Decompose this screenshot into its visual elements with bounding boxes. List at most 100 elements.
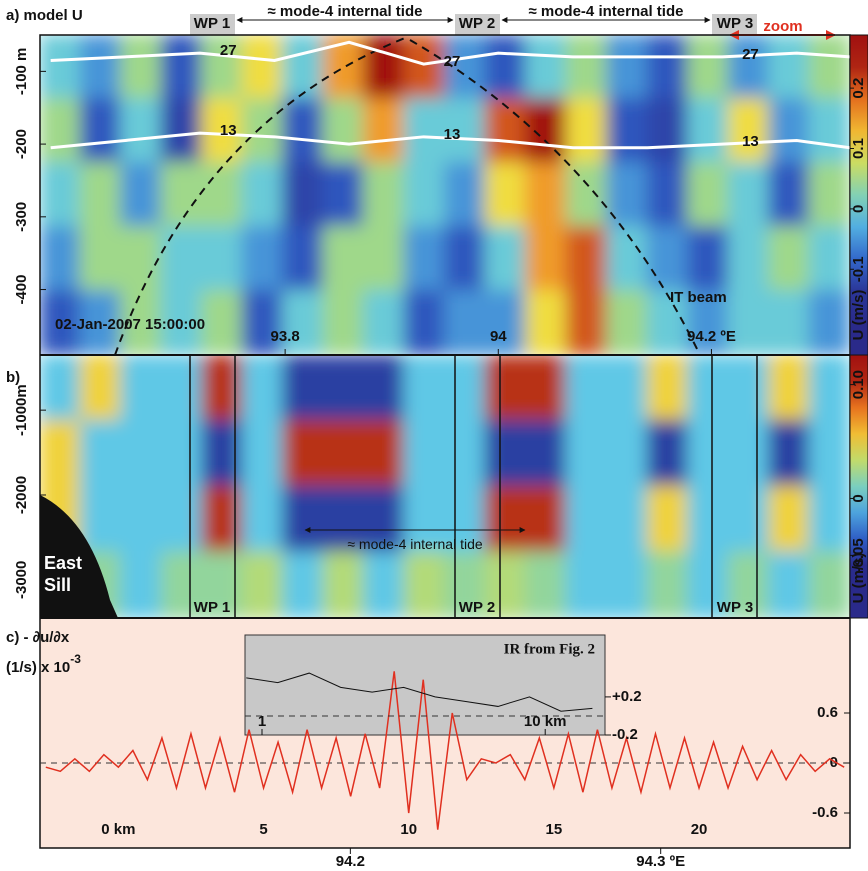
heat-cell bbox=[565, 419, 608, 488]
inset-x-tick-label: 1 bbox=[258, 713, 266, 730]
heat-cell bbox=[525, 551, 568, 618]
colorbar-tick-label: 0 bbox=[850, 494, 867, 502]
isopycnal-label: 13 bbox=[220, 122, 237, 139]
heat-cell bbox=[282, 162, 325, 228]
it-beam bbox=[114, 37, 406, 355]
heat-cell bbox=[606, 485, 649, 554]
heat-cell bbox=[120, 485, 163, 554]
heat-cell bbox=[727, 551, 770, 618]
heat-cell bbox=[282, 551, 325, 618]
heat-cell bbox=[120, 355, 163, 422]
heat-cell bbox=[322, 162, 365, 228]
heat-cell bbox=[565, 290, 608, 355]
inset-bg bbox=[244, 634, 606, 736]
mode-label: ≈ mode-4 internal tide bbox=[529, 3, 684, 20]
heat-cell bbox=[79, 98, 122, 164]
heat-cell bbox=[201, 355, 244, 422]
heat-cell bbox=[403, 290, 446, 355]
heat-cell bbox=[606, 355, 649, 422]
heat-cell bbox=[322, 419, 365, 488]
heat-cell bbox=[768, 355, 811, 422]
heat-cell bbox=[40, 162, 82, 228]
y-tick-label: -400 bbox=[13, 275, 30, 305]
panel-title: c) - ∂u/∂x bbox=[6, 629, 70, 646]
heat-cell bbox=[768, 98, 811, 164]
heat-cell bbox=[79, 355, 122, 422]
heat-cell bbox=[687, 162, 730, 228]
heat-cell bbox=[484, 485, 527, 554]
heat-cell bbox=[808, 551, 850, 618]
heat-cell bbox=[282, 419, 325, 488]
heat-cell bbox=[768, 35, 811, 100]
x-tick-label: 5 bbox=[259, 821, 267, 838]
heat-cell bbox=[241, 226, 284, 292]
heat-cell bbox=[525, 162, 568, 228]
heat-cell bbox=[403, 419, 446, 488]
x-tick-label: 94.2 ºE bbox=[687, 328, 736, 345]
heat-cell bbox=[565, 35, 608, 100]
heat-cell bbox=[241, 98, 284, 164]
heat-cell bbox=[444, 162, 487, 228]
inset-x-tick-label: 10 km bbox=[524, 713, 567, 730]
heat-cell bbox=[120, 226, 163, 292]
heat-cell bbox=[201, 419, 244, 488]
series-line bbox=[45, 671, 845, 830]
colorbar-label: U (m/s) bbox=[850, 290, 867, 341]
heat-cell bbox=[525, 355, 568, 422]
inset-title: IR from Fig. 2 bbox=[504, 641, 595, 657]
wp-lines bbox=[189, 355, 758, 618]
heat-cell bbox=[768, 419, 811, 488]
heat-cell bbox=[606, 226, 649, 292]
heat-cell bbox=[646, 355, 689, 422]
heat-cell bbox=[646, 290, 689, 355]
heat-cell bbox=[808, 98, 850, 164]
x-tick-label: 93.8 bbox=[271, 328, 300, 345]
heat-cell bbox=[282, 226, 325, 292]
heat-cell bbox=[201, 162, 244, 228]
heat-cell bbox=[322, 485, 365, 554]
heat-cell bbox=[363, 551, 406, 618]
heat-cell bbox=[768, 162, 811, 228]
heat-cell bbox=[525, 485, 568, 554]
units-exponent: -3 bbox=[70, 652, 81, 666]
heat-cell bbox=[120, 551, 163, 618]
x-tick-label: 0 km bbox=[101, 821, 135, 838]
heat-cell bbox=[120, 162, 163, 228]
heat-cell bbox=[160, 35, 203, 100]
heat-cell bbox=[484, 98, 527, 164]
isopycnal bbox=[50, 131, 851, 150]
heat-cell bbox=[363, 98, 406, 164]
heat-cell bbox=[160, 485, 203, 554]
heat-cell bbox=[201, 226, 244, 292]
heat-cell bbox=[565, 485, 608, 554]
heat-cell bbox=[444, 485, 487, 554]
heat-cell bbox=[808, 355, 850, 422]
heat-cell bbox=[484, 226, 527, 292]
y-tick-label: -200 bbox=[13, 129, 30, 159]
heat-cell bbox=[322, 98, 365, 164]
heat-cell bbox=[40, 419, 82, 488]
heat-cell bbox=[525, 35, 568, 100]
heat-cell bbox=[241, 35, 284, 100]
sill-label: East Sill bbox=[44, 553, 83, 595]
heat-cell bbox=[120, 419, 163, 488]
heat-cell bbox=[363, 35, 406, 100]
heat-cell bbox=[201, 551, 244, 618]
heat-cell bbox=[727, 290, 770, 355]
heat-cell bbox=[687, 551, 730, 618]
y-tick-label: -300 bbox=[13, 202, 30, 232]
heat-cell bbox=[444, 419, 487, 488]
heat-cell bbox=[403, 485, 446, 554]
heat-cell bbox=[363, 355, 406, 422]
heat-cell bbox=[120, 35, 163, 100]
heat-cell bbox=[363, 419, 406, 488]
heat-cell bbox=[565, 226, 608, 292]
heat-cell bbox=[363, 290, 406, 355]
heat-cell bbox=[160, 226, 203, 292]
heat-cell bbox=[120, 98, 163, 164]
heat-cell bbox=[201, 290, 244, 355]
isopycnal-label: 27 bbox=[444, 53, 461, 70]
heat-cell bbox=[403, 355, 446, 422]
heat-cell bbox=[727, 162, 770, 228]
